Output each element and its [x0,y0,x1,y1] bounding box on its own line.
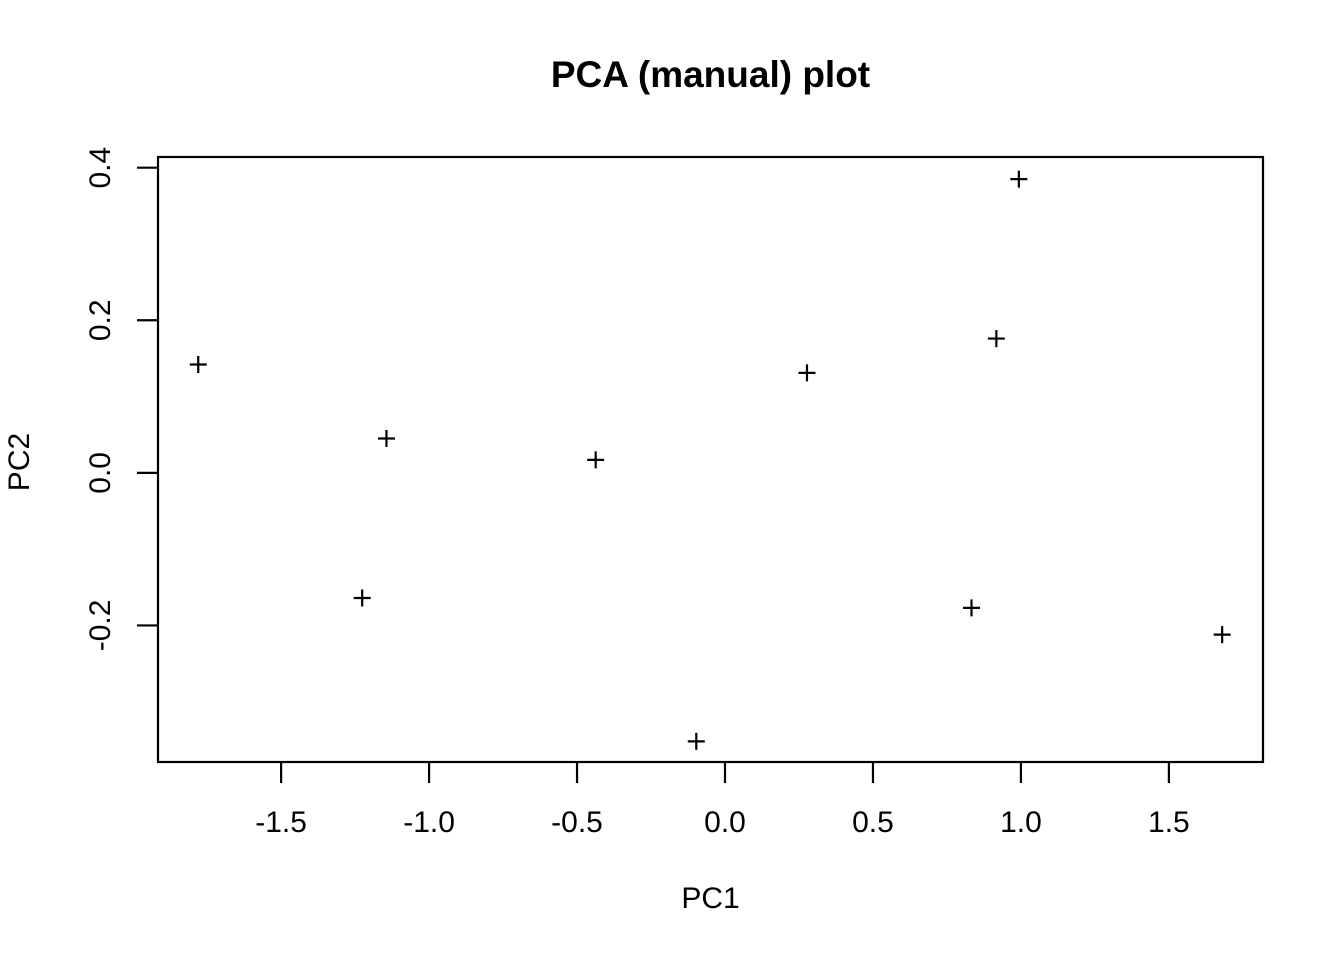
data-point-plus-marker [687,732,705,750]
x-axis-tick-label: -1.0 [403,806,455,839]
chart-title: PCA (manual) plot [550,54,871,95]
x-axis-tick-label: -0.5 [551,806,603,839]
data-point-plus-marker [987,330,1005,348]
data-point-plus-marker [798,364,816,382]
data-point-plus-marker [189,356,207,374]
x-axis-label: PC1 [681,882,740,915]
y-axis-tick-label: 0.4 [84,147,117,189]
x-axis-tick-label: -1.5 [255,806,307,839]
data-point-plus-marker [1213,626,1231,644]
plot-border [156,155,1265,764]
data-point-plus-marker [353,589,371,607]
data-point-plus-marker [1010,170,1028,188]
x-axis-tick-label: 0.0 [704,806,746,839]
x-axis-tick-label: 0.5 [852,806,894,839]
y-axis-label: PC2 [3,432,36,492]
data-point-plus-marker [377,430,395,448]
y-axis-tick-label: -0.2 [84,600,117,652]
data-point-plus-marker [587,451,605,469]
data-point-plus-marker [963,599,981,617]
y-axis-tick-label: 0.2 [84,299,117,341]
x-axis-tick-label: 1.0 [1000,806,1042,839]
x-axis-tick-label: 1.5 [1148,806,1190,839]
y-axis-tick-label: 0.0 [84,452,117,494]
